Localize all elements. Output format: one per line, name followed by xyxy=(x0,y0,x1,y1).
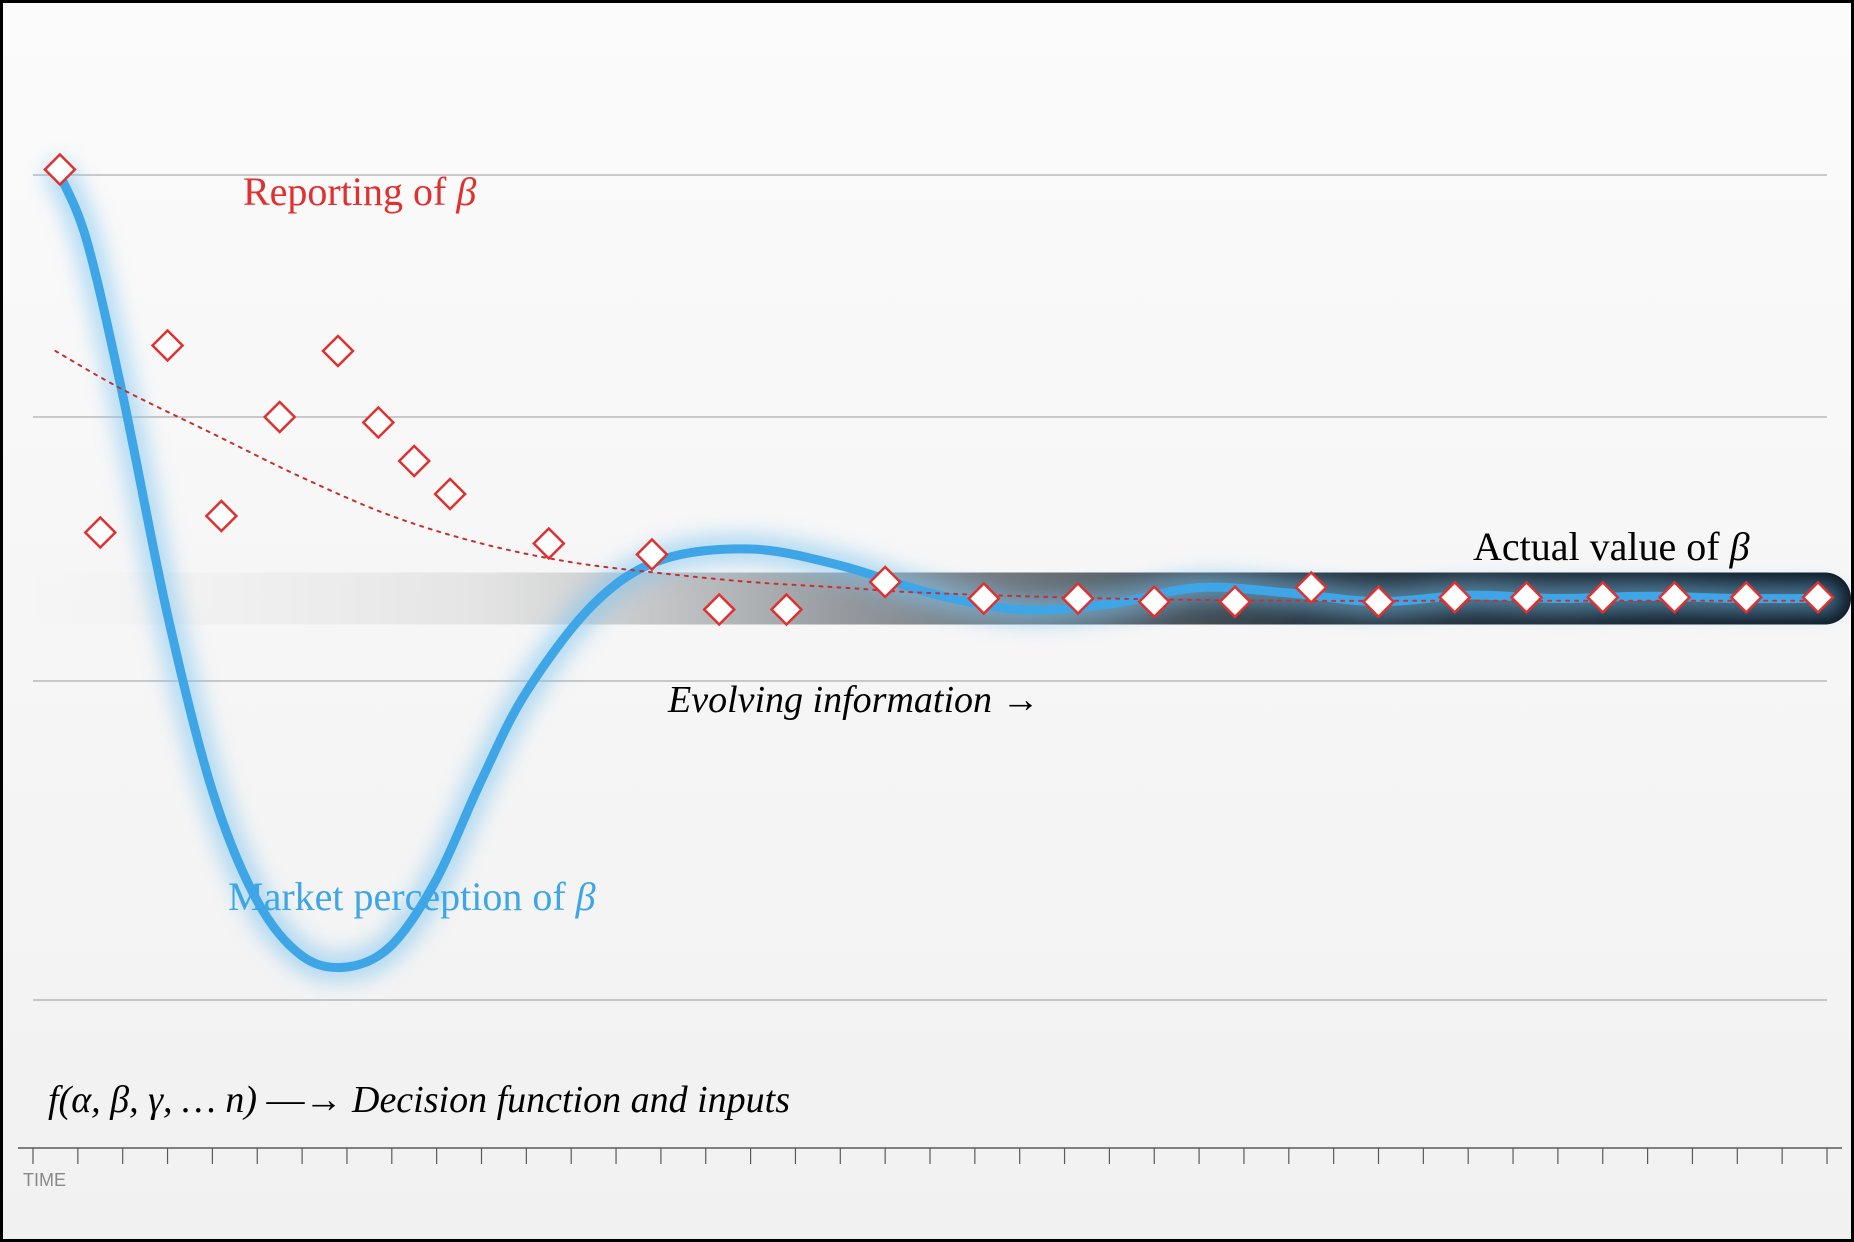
market-curve-glow xyxy=(60,175,1827,968)
label-function: f(α, β, γ, … n) ―→ Decision function and… xyxy=(48,1078,790,1122)
label-market-text: Market perception of xyxy=(228,874,576,919)
beta-symbol: β xyxy=(456,169,476,214)
label-actual: Actual value of β xyxy=(1473,523,1749,570)
label-evolving-text: Evolving information → xyxy=(668,679,1040,721)
label-reporting-text: Reporting of xyxy=(243,169,456,214)
chart-container: Reporting of β Market perception of β Ac… xyxy=(0,0,1854,1242)
label-function-text: f(α, β, γ, … n) ―→ Decision function and… xyxy=(48,1079,790,1121)
x-axis xyxy=(18,1148,1842,1164)
market-curve xyxy=(60,175,1827,968)
label-market: Market perception of β xyxy=(228,873,596,920)
x-axis-label: TIME xyxy=(23,1170,66,1191)
beta-symbol: β xyxy=(576,874,596,919)
label-reporting: Reporting of β xyxy=(243,168,476,215)
actual-value-bar xyxy=(23,573,1851,625)
label-evolving: Evolving information → xyxy=(668,678,1040,722)
label-actual-text: Actual value of xyxy=(1473,524,1730,569)
beta-symbol: β xyxy=(1730,524,1750,569)
